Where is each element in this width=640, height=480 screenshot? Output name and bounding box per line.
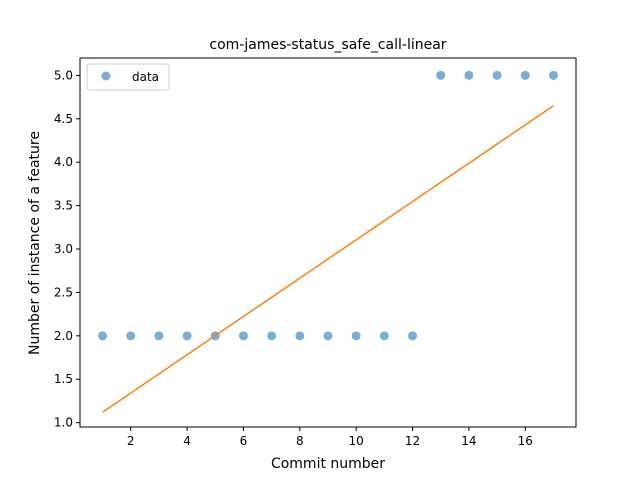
fit-line — [102, 105, 554, 413]
data-point — [182, 331, 192, 341]
x-tick-label: 14 — [461, 434, 476, 448]
y-tick-label: 1.0 — [54, 416, 73, 430]
x-tick-label: 16 — [518, 434, 533, 448]
data-point — [408, 331, 418, 341]
data-point — [492, 70, 502, 80]
legend-label-data: data — [132, 70, 159, 84]
series-layer — [98, 70, 558, 413]
y-axis: 1.0 1.5 2.0 2.5 3.0 3.5 4.0 4.5 5.0 — [54, 68, 80, 430]
y-tick-label: 1.5 — [54, 372, 73, 386]
data-point — [238, 331, 248, 341]
data-point — [267, 331, 277, 341]
x-axis: 2 4 6 8 10 12 14 16 — [127, 427, 533, 448]
data-point — [520, 70, 530, 80]
data-point — [436, 70, 446, 80]
data-point — [351, 331, 361, 341]
data-point — [548, 70, 558, 80]
data-point — [379, 331, 389, 341]
legend: data — [86, 63, 170, 91]
legend-box — [86, 63, 170, 91]
x-tick-label: 10 — [349, 434, 364, 448]
y-tick-label: 2.5 — [54, 285, 73, 299]
y-axis-label: Number of instance of a feature — [27, 131, 43, 355]
data-point — [464, 70, 474, 80]
data-point — [295, 331, 305, 341]
y-tick-label: 3.0 — [54, 242, 73, 256]
y-tick-label: 4.5 — [54, 112, 73, 126]
y-tick-label: 3.5 — [54, 199, 73, 213]
y-tick-label: 4.0 — [54, 155, 73, 169]
x-tick-label: 8 — [296, 434, 304, 448]
x-tick-label: 6 — [240, 434, 248, 448]
y-tick-label: 2.0 — [54, 329, 73, 343]
x-axis-label: Commit number — [271, 456, 385, 472]
x-tick-label: 2 — [127, 434, 135, 448]
x-tick-label: 4 — [183, 434, 191, 448]
y-tick-label: 5.0 — [54, 68, 73, 82]
plot-frame — [79, 57, 577, 428]
chart-title: com-james-status_safe_call-linear — [209, 37, 446, 53]
data-point — [98, 331, 108, 341]
data-point — [323, 331, 333, 341]
data-point — [126, 331, 136, 341]
x-tick-label: 12 — [405, 434, 420, 448]
data-point — [154, 331, 164, 341]
legend-marker-data — [101, 71, 111, 81]
